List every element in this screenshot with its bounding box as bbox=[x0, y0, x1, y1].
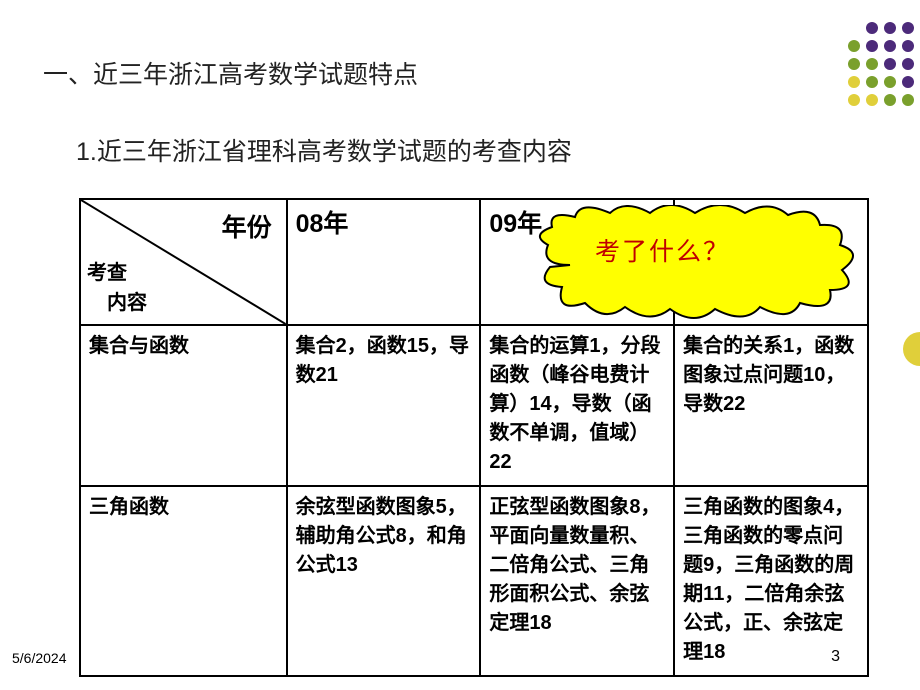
header-year-label: 年份 bbox=[222, 210, 272, 246]
dot-icon bbox=[884, 58, 896, 70]
dot-icon bbox=[866, 94, 878, 106]
dot-icon bbox=[902, 76, 914, 88]
dot-icon bbox=[884, 94, 896, 106]
decorative-dots bbox=[848, 22, 914, 106]
dot-icon bbox=[884, 76, 896, 88]
dot-icon bbox=[902, 58, 914, 70]
dot-icon bbox=[848, 76, 860, 88]
dot-icon bbox=[848, 58, 860, 70]
footer-date: 5/6/2024 bbox=[12, 650, 67, 666]
dot-icon bbox=[848, 40, 860, 52]
dot-icon bbox=[866, 58, 878, 70]
dot-row bbox=[848, 22, 914, 34]
table-row: 集合与函数 集合2，函数15，导数21 集合的运算1，分段函数（峰谷电费计算）1… bbox=[80, 325, 868, 486]
topic-cell: 三角函数 bbox=[80, 486, 287, 676]
header-exam-label: 考查 bbox=[87, 259, 127, 288]
dot-icon bbox=[902, 22, 914, 34]
dot-icon bbox=[866, 76, 878, 88]
table-row: 三角函数 余弦型函数图象5，辅助角公式8，和角公式13 正弦型函数图象8，平面向… bbox=[80, 486, 868, 676]
dot-row bbox=[848, 76, 914, 88]
content-cell: 集合2，函数15，导数21 bbox=[287, 325, 481, 486]
dot-icon bbox=[866, 40, 878, 52]
dot-row bbox=[848, 40, 914, 52]
diagonal-header-cell: 年份 考查 内容 bbox=[80, 199, 287, 325]
year-col-08: 08年 bbox=[287, 199, 481, 325]
content-cell: 正弦型函数图象8，平面向量数量积、二倍角公式、三角形面积公式、余弦定理18 bbox=[480, 486, 674, 676]
page-title: 一、近三年浙江高考数学试题特点 bbox=[43, 55, 418, 91]
topic-cell: 集合与函数 bbox=[80, 325, 287, 486]
page-number: 3 bbox=[831, 648, 840, 666]
dot-icon bbox=[902, 40, 914, 52]
dot-row bbox=[848, 94, 914, 106]
content-cell: 余弦型函数图象5，辅助角公式8，和角公式13 bbox=[287, 486, 481, 676]
side-circle-icon bbox=[900, 332, 920, 366]
dot-icon bbox=[866, 22, 878, 34]
dot-icon bbox=[848, 22, 860, 34]
section-heading: 1.近三年浙江省理科高考数学试题的考查内容 bbox=[76, 132, 572, 168]
dot-icon bbox=[902, 94, 914, 106]
dot-icon bbox=[884, 22, 896, 34]
dot-icon bbox=[848, 94, 860, 106]
content-cell: 集合的运算1，分段函数（峰谷电费计算）14，导数（函数不单调，值域）22 bbox=[480, 325, 674, 486]
dot-icon bbox=[884, 40, 896, 52]
header-content-label: 内容 bbox=[107, 289, 147, 318]
dot-row bbox=[848, 58, 914, 70]
callout-text: 考了什么？ bbox=[595, 232, 730, 268]
content-cell: 集合的关系1，函数图象过点问题10，导数22 bbox=[674, 325, 868, 486]
